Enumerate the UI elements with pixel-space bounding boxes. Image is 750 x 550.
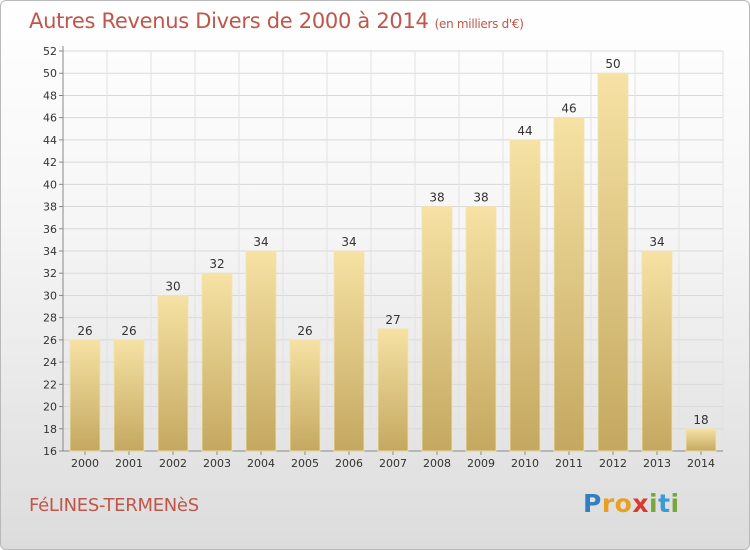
data-label: 18 (693, 413, 708, 427)
y-tick-label: 52 (43, 45, 57, 58)
x-tick-label: 2003 (203, 457, 231, 470)
data-label: 46 (561, 102, 576, 116)
y-tick-label: 18 (43, 423, 57, 436)
logo-letter: t (658, 489, 671, 518)
bar (685, 428, 717, 452)
y-tick-label: 20 (43, 401, 57, 414)
bar (333, 250, 365, 452)
bar (157, 295, 189, 452)
data-label: 38 (473, 191, 488, 205)
y-tick-label: 50 (43, 67, 57, 80)
y-tick-label: 38 (43, 201, 57, 214)
x-tick-label: 2001 (115, 457, 143, 470)
y-tick-label: 34 (43, 245, 57, 258)
y-tick-label: 48 (43, 89, 57, 102)
bar (201, 272, 233, 452)
y-tick-label: 36 (43, 223, 57, 236)
data-label: 27 (385, 313, 400, 327)
data-label: 26 (297, 324, 312, 338)
logo-letter: r (601, 489, 615, 518)
bars (69, 72, 717, 452)
logo-letter: x (632, 489, 649, 518)
bar (377, 328, 409, 452)
bar (597, 72, 629, 452)
y-tick-label: 40 (43, 178, 57, 191)
y-tick-label: 32 (43, 267, 57, 280)
x-tick-label: 2007 (379, 457, 407, 470)
bar (69, 339, 101, 452)
data-label: 34 (341, 235, 356, 249)
bar (421, 206, 453, 452)
x-tick-label: 2008 (423, 457, 451, 470)
commune-name: FéLINES-TERMENèS (29, 495, 199, 516)
data-label: 50 (605, 57, 620, 71)
x-tick-label: 2011 (555, 457, 583, 470)
y-tick-label: 46 (43, 112, 57, 125)
logo-letter: P (583, 489, 602, 518)
logo-letter: o (614, 489, 633, 518)
logo-letter: i (670, 489, 680, 518)
bar (465, 206, 497, 452)
chart-unit: (en milliers d'€) (434, 17, 524, 31)
x-tick-label: 2014 (687, 457, 715, 470)
y-tick-label: 22 (43, 378, 57, 391)
logo-letter: i (649, 489, 659, 518)
y-tick-label: 44 (43, 134, 57, 147)
data-label: 38 (429, 191, 444, 205)
data-label: 30 (165, 279, 180, 293)
chart-title: Autres Revenus Divers de 2000 à 2014 (en … (29, 9, 524, 33)
bar (509, 139, 541, 452)
data-labels: 26 26 30 32 34 26 34 27 38 38 44 46 50 34 18 (77, 57, 708, 427)
proxiti-logo: Proxiti (583, 489, 680, 518)
x-tick-label: 2000 (71, 457, 99, 470)
y-tick-label: 42 (43, 156, 57, 169)
bar (245, 250, 277, 452)
bar (113, 339, 145, 452)
bar (641, 250, 673, 452)
bar (553, 117, 585, 452)
data-label: 32 (209, 257, 224, 271)
x-tick-label: 2010 (511, 457, 539, 470)
data-label: 34 (649, 235, 664, 249)
chart-title-text: Autres Revenus Divers de 2000 à 2014 (29, 9, 429, 33)
data-label: 44 (517, 124, 532, 138)
y-tick-label: 28 (43, 312, 57, 325)
x-tick-label: 2013 (643, 457, 671, 470)
x-tick-label: 2012 (599, 457, 627, 470)
y-tick-label: 30 (43, 289, 57, 302)
bar (289, 339, 321, 452)
y-tick-label: 26 (43, 334, 57, 347)
x-tick-label: 2004 (247, 457, 275, 470)
data-label: 26 (121, 324, 136, 338)
y-tick-label: 16 (43, 445, 57, 458)
x-tick-label: 2006 (335, 457, 363, 470)
x-tick-label: 2002 (159, 457, 187, 470)
x-tick-label: 2005 (291, 457, 319, 470)
data-label: 26 (77, 324, 92, 338)
x-tick-label: 2009 (467, 457, 495, 470)
data-label: 34 (253, 235, 268, 249)
y-tick-label: 24 (43, 356, 57, 369)
